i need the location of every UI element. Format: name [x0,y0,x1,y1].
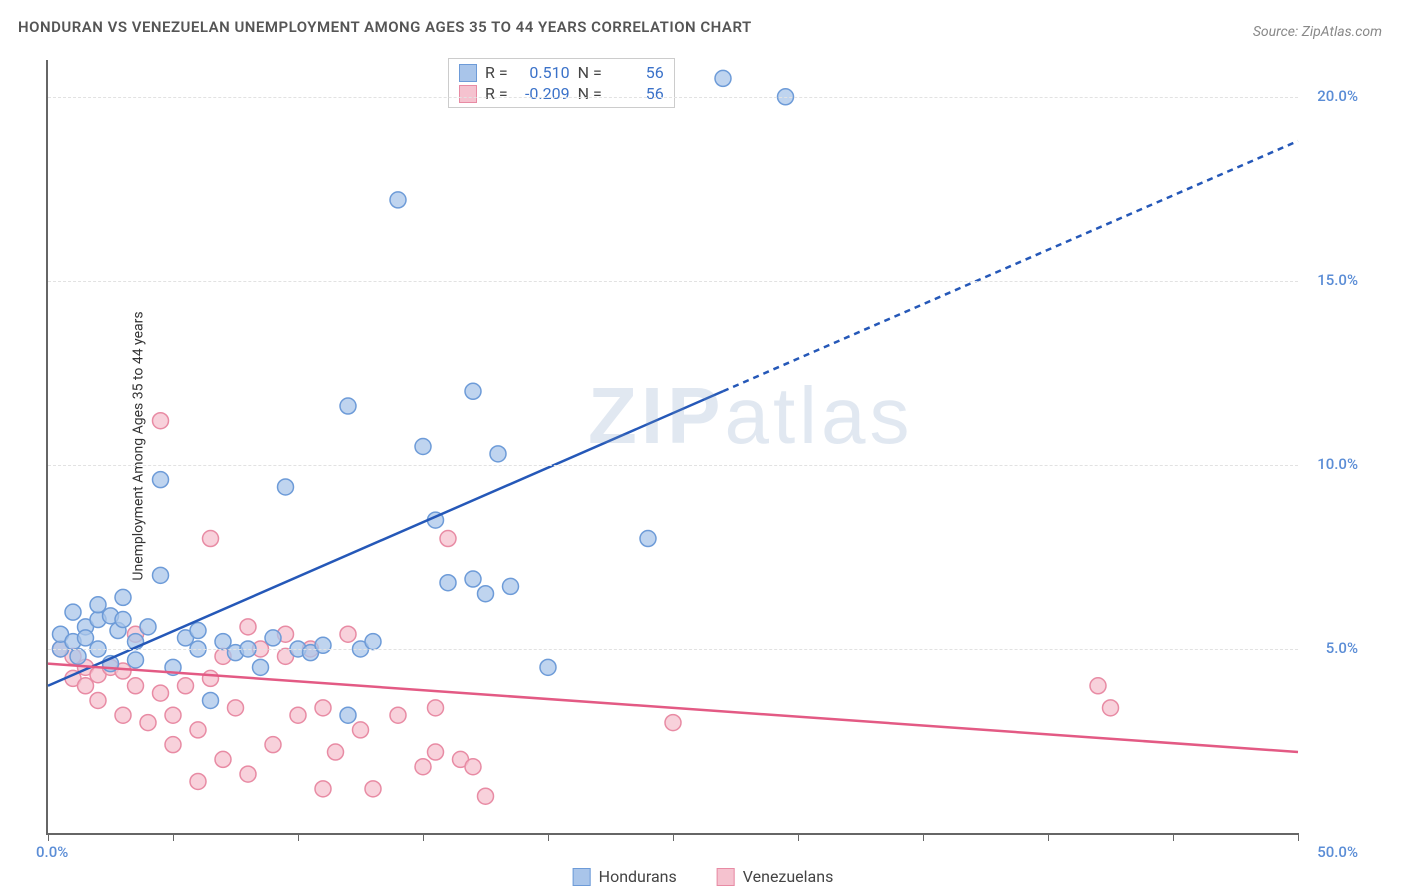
n-value-hondurans: 56 [610,63,664,82]
chart-title: HONDURAN VS VENEZUELAN UNEMPLOYMENT AMON… [18,18,752,36]
legend-swatch-hondurans [573,868,591,886]
n-value-venezuelans: 56 [610,84,664,103]
ytick-label: 20.0% [1317,87,1358,105]
ytick-label: 10.0% [1317,455,1358,473]
legend-label-hondurans: Hondurans [599,867,677,886]
plot-area: ZIPatlas R = 0.510 N = 56 R = -0.209 N =… [46,60,1298,835]
corr-swatch-venezuelans [459,85,477,103]
corr-row-venezuelans: R = -0.209 N = 56 [459,84,664,103]
corr-row-hondurans: R = 0.510 N = 56 [459,63,664,82]
xtick-label: 50.0% [1317,843,1358,861]
r-label: R = [485,84,508,103]
ytick-label: 15.0% [1317,271,1358,289]
bottom-legend: Hondurans Venezuelans [573,867,834,886]
r-label: R = [485,63,508,82]
legend-item-hondurans: Hondurans [573,867,677,886]
correlation-box: R = 0.510 N = 56 R = -0.209 N = 56 [448,58,675,108]
r-value-venezuelans: -0.209 [516,84,570,103]
r-value-hondurans: 0.510 [516,63,570,82]
ytick-label: 5.0% [1326,639,1358,657]
legend-swatch-venezuelans [717,868,735,886]
n-label: N = [578,84,602,103]
chart-svg [48,60,1298,833]
xtick-label: 0.0% [36,843,68,861]
legend-item-venezuelans: Venezuelans [717,867,834,886]
corr-swatch-hondurans [459,64,477,82]
legend-label-venezuelans: Venezuelans [743,867,834,886]
source-label: Source: ZipAtlas.com [1253,24,1382,40]
n-label: N = [578,63,602,82]
